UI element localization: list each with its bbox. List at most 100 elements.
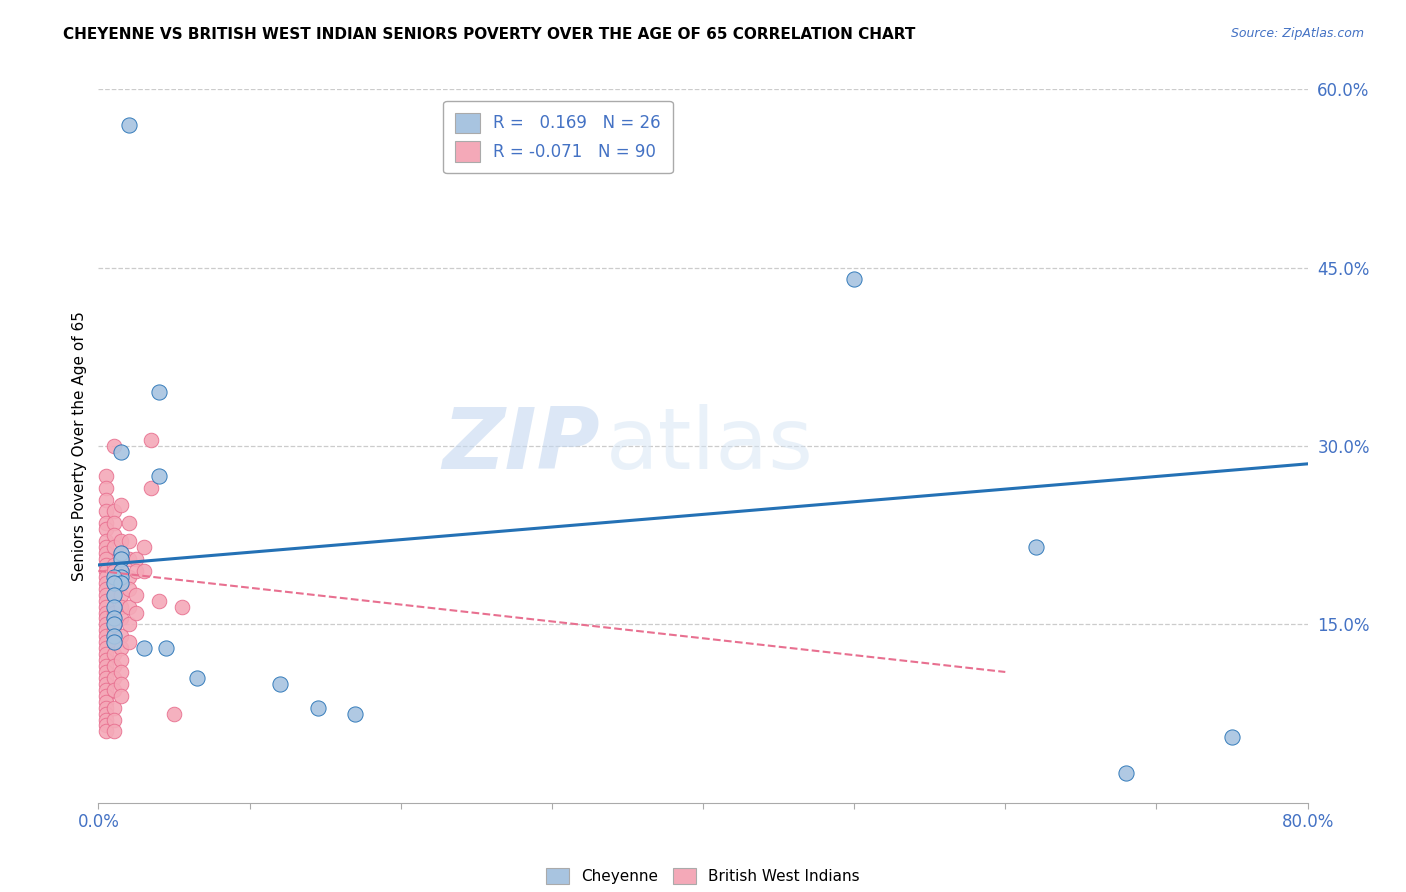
Point xyxy=(94,641,117,656)
Point xyxy=(94,689,117,703)
Point xyxy=(94,659,117,673)
Point xyxy=(103,558,125,572)
Point xyxy=(118,534,141,549)
Point xyxy=(94,492,117,507)
Point xyxy=(148,385,170,400)
Point xyxy=(163,706,186,721)
Point xyxy=(103,629,125,643)
Point xyxy=(110,599,132,614)
Point xyxy=(94,606,117,620)
Point xyxy=(110,677,132,691)
Point xyxy=(141,481,163,495)
Point xyxy=(94,558,117,572)
Point xyxy=(103,599,125,614)
Point xyxy=(118,570,141,584)
Point xyxy=(103,588,125,602)
Point xyxy=(110,629,132,643)
Point xyxy=(125,606,148,620)
Point xyxy=(94,481,117,495)
Point xyxy=(170,599,193,614)
Point xyxy=(132,564,155,578)
Point xyxy=(103,611,125,625)
Text: ZIP: ZIP xyxy=(443,404,600,488)
Point xyxy=(94,599,117,614)
Point xyxy=(1024,540,1046,554)
Point xyxy=(141,433,163,447)
Point xyxy=(103,575,125,590)
Point xyxy=(118,599,141,614)
Point xyxy=(94,534,117,549)
Point xyxy=(103,606,125,620)
Text: atlas: atlas xyxy=(606,404,814,488)
Point xyxy=(118,118,141,132)
Point xyxy=(94,682,117,697)
Point xyxy=(307,700,329,714)
Point xyxy=(94,593,117,607)
Point xyxy=(110,499,132,513)
Point xyxy=(103,588,125,602)
Point xyxy=(94,677,117,691)
Point xyxy=(125,588,148,602)
Point xyxy=(118,552,141,566)
Point xyxy=(125,552,148,566)
Point xyxy=(103,682,125,697)
Point xyxy=(110,641,132,656)
Point xyxy=(94,504,117,518)
Point xyxy=(94,516,117,531)
Point xyxy=(103,540,125,554)
Point xyxy=(94,575,117,590)
Point xyxy=(148,468,170,483)
Point xyxy=(94,706,117,721)
Point xyxy=(103,611,125,625)
Point xyxy=(94,570,117,584)
Text: CHEYENNE VS BRITISH WEST INDIAN SENIORS POVERTY OVER THE AGE OF 65 CORRELATION C: CHEYENNE VS BRITISH WEST INDIAN SENIORS … xyxy=(63,27,915,42)
Point xyxy=(118,635,141,649)
Point xyxy=(1220,731,1243,745)
Point xyxy=(110,570,132,584)
Point xyxy=(132,540,155,554)
Text: Source: ZipAtlas.com: Source: ZipAtlas.com xyxy=(1230,27,1364,40)
Point xyxy=(94,629,117,643)
Point xyxy=(186,671,208,685)
Y-axis label: Seniors Poverty Over the Age of 65: Seniors Poverty Over the Age of 65 xyxy=(72,311,87,581)
Point xyxy=(94,540,117,554)
Point xyxy=(103,516,125,531)
Point xyxy=(103,624,125,638)
Point xyxy=(94,522,117,536)
Point xyxy=(103,528,125,542)
Point xyxy=(103,504,125,518)
Point xyxy=(103,635,125,649)
Point xyxy=(1115,766,1137,780)
Point xyxy=(103,439,125,453)
Point xyxy=(110,546,132,560)
Point xyxy=(132,641,155,656)
Point xyxy=(110,611,132,625)
Point xyxy=(110,564,132,578)
Point xyxy=(94,611,117,625)
Point xyxy=(118,617,141,632)
Point xyxy=(94,546,117,560)
Point xyxy=(94,665,117,679)
Point xyxy=(110,575,132,590)
Point xyxy=(844,272,866,286)
Point xyxy=(269,677,291,691)
Point xyxy=(110,445,132,459)
Point xyxy=(94,468,117,483)
Point xyxy=(110,534,132,549)
Point xyxy=(103,570,125,584)
Point xyxy=(94,552,117,566)
Point xyxy=(94,617,117,632)
Point xyxy=(94,588,117,602)
Point xyxy=(103,700,125,714)
Point xyxy=(103,575,125,590)
Point xyxy=(94,635,117,649)
Point xyxy=(344,706,367,721)
Point xyxy=(94,671,117,685)
Point xyxy=(94,718,117,732)
Point xyxy=(103,617,125,632)
Point xyxy=(110,552,132,566)
Point xyxy=(103,713,125,727)
Point xyxy=(103,671,125,685)
Point xyxy=(148,593,170,607)
Point xyxy=(94,713,117,727)
